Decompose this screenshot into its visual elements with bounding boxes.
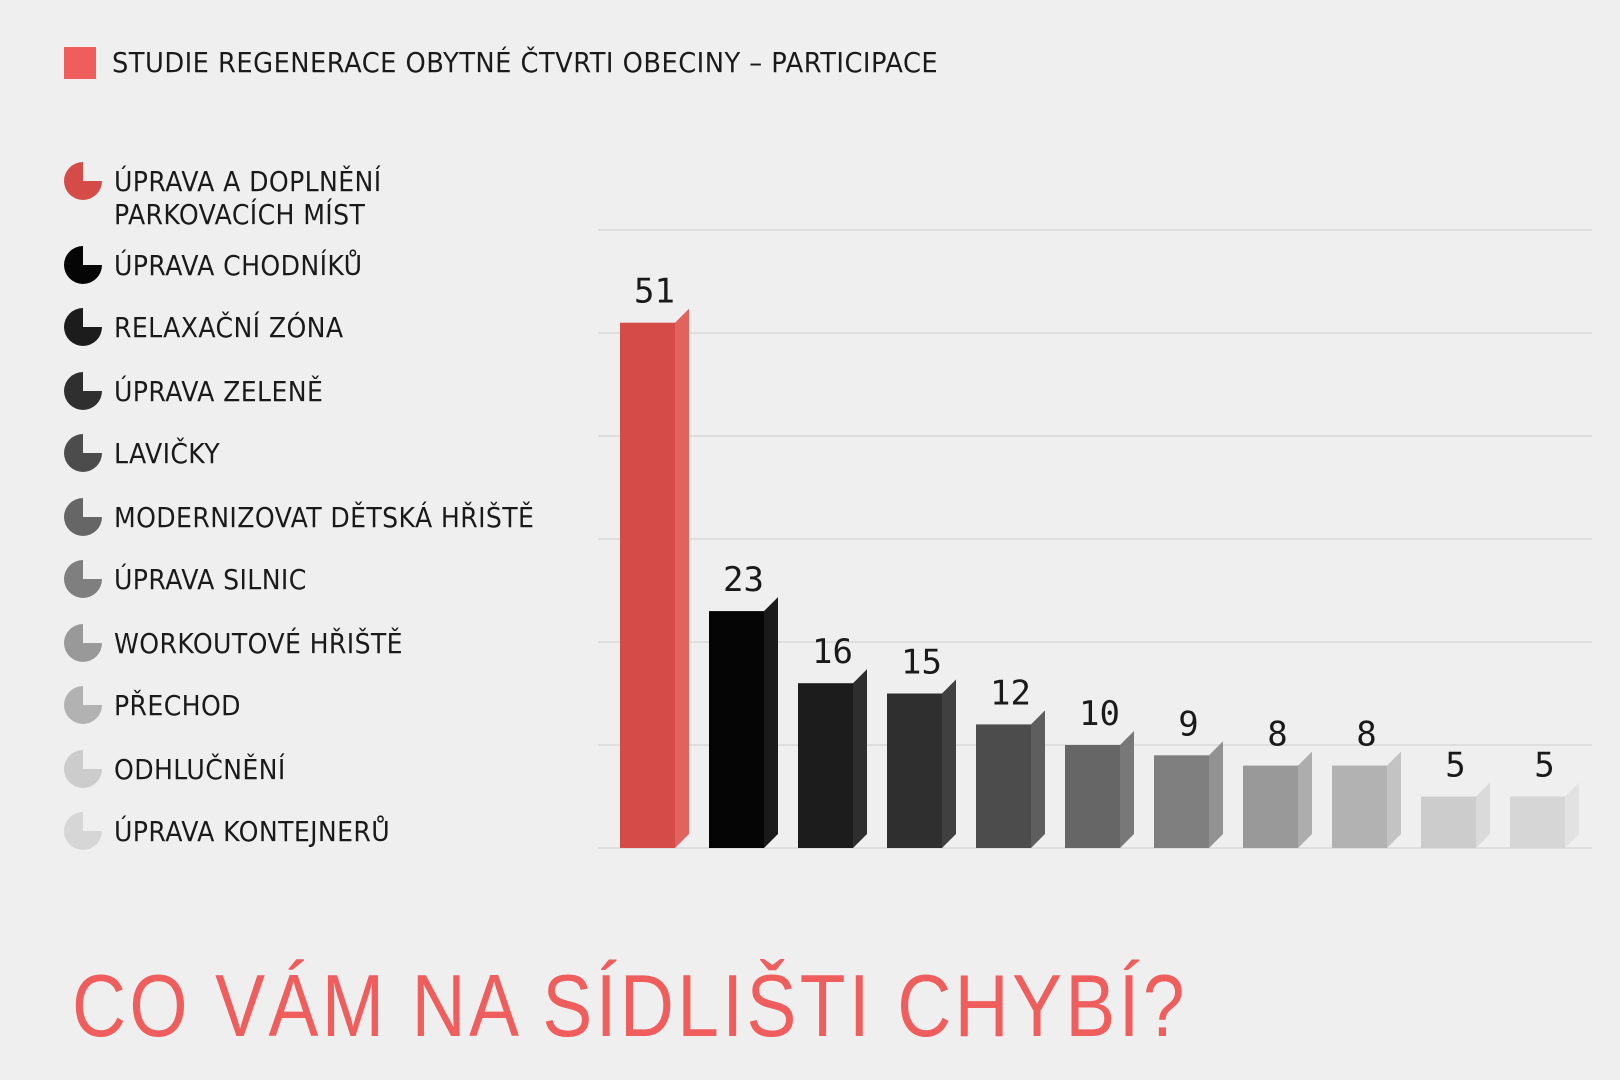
legend-item: ODHLUČNĚNÍ xyxy=(62,748,305,790)
grid-lines xyxy=(598,229,1592,849)
bar xyxy=(620,308,689,848)
legend-item: RELAXAČNÍ ZÓNA xyxy=(62,306,369,348)
pie-icon xyxy=(64,686,102,724)
bar-front xyxy=(887,693,942,848)
pie-icon xyxy=(64,812,102,850)
legend-item: ÚPRAVA ZELENĚ xyxy=(62,370,346,412)
legend-label: MODERNIZOVAT DĚTSKÁ HŘIŠTĚ xyxy=(114,501,535,534)
legend-item: LAVIČKY xyxy=(62,432,232,474)
bar xyxy=(1332,751,1401,848)
pie-icon xyxy=(64,498,102,536)
data-label: 16 xyxy=(812,632,853,672)
bars xyxy=(620,308,1579,848)
legend-label: ÚPRAVA CHODNÍKŮ xyxy=(114,249,363,282)
chart-title: CO VÁM NA SÍDLIŠTI CHYBÍ? xyxy=(72,956,1188,1055)
legend-label: RELAXAČNÍ ZÓNA xyxy=(114,311,344,344)
data-label: 23 xyxy=(723,560,764,600)
chart-header: STUDIE REGENERACE OBYTNÉ ČTVRTI OBECINY … xyxy=(64,46,1010,79)
bar-side xyxy=(853,669,867,848)
legend-label: WORKOUTOVÉ HŘIŠTĚ xyxy=(114,627,403,660)
data-label: 5 xyxy=(1534,746,1554,786)
bar xyxy=(709,597,778,848)
bar xyxy=(798,669,867,848)
legend-label: LAVIČKY xyxy=(114,437,221,470)
legend-label: ÚPRAVA SILNIC xyxy=(114,563,307,596)
bar-side xyxy=(1565,782,1579,848)
bar-front xyxy=(1421,796,1476,848)
header-swatch xyxy=(64,46,96,79)
bar-side xyxy=(1387,751,1401,848)
bar xyxy=(1421,782,1490,848)
legend-item: WORKOUTOVÉ HŘIŠTĚ xyxy=(62,622,435,664)
bar xyxy=(1154,741,1223,848)
legend-item: ÚPRAVA SILNIC xyxy=(62,558,328,600)
pie-icon xyxy=(64,560,102,598)
data-label: 12 xyxy=(990,673,1031,713)
bar-side xyxy=(1209,741,1223,848)
bar-side xyxy=(675,308,689,848)
bar-side xyxy=(1298,751,1312,848)
bar-front xyxy=(798,683,853,848)
bar xyxy=(1510,782,1579,848)
data-label: 8 xyxy=(1356,715,1376,755)
legend-label: ÚPRAVA ZELENĚ xyxy=(114,375,324,408)
legend-item: PŘECHOD xyxy=(62,684,255,726)
bar-front xyxy=(1154,755,1209,848)
data-label: 8 xyxy=(1267,715,1287,755)
data-label: 15 xyxy=(901,643,942,683)
bar xyxy=(1065,731,1134,848)
pie-icon xyxy=(64,162,102,200)
bar xyxy=(1243,751,1312,848)
bar-front xyxy=(976,724,1031,848)
bar-front xyxy=(620,322,675,848)
pie-icon xyxy=(64,246,102,284)
bar-side xyxy=(1031,710,1045,848)
bar-side xyxy=(764,597,778,848)
pie-icon xyxy=(64,308,102,346)
data-label: 5 xyxy=(1445,746,1465,786)
bar xyxy=(976,710,1045,848)
legend-label: PŘECHOD xyxy=(114,689,241,722)
data-labels: 51 23 16 15 12 10 9 8 8 5 5 xyxy=(634,272,1555,786)
data-label: 9 xyxy=(1178,704,1198,744)
bar-front xyxy=(709,611,764,848)
bar-front xyxy=(1243,765,1298,848)
header-title: STUDIE REGENERACE OBYTNÉ ČTVRTI OBECINY … xyxy=(112,46,939,79)
bar-side xyxy=(1476,782,1490,848)
bar-front xyxy=(1510,796,1565,848)
legend-item: ÚPRAVA KONTEJNERŮ xyxy=(62,810,421,852)
bar-side xyxy=(1120,731,1134,848)
legend-item: ÚPRAVA A DOPLNĚNÍ PARKOVACÍCH MÍST xyxy=(62,160,411,231)
bar-front xyxy=(1332,765,1387,848)
legend-label: ÚPRAVA A DOPLNĚNÍ PARKOVACÍCH MÍST xyxy=(114,165,382,231)
data-label: 10 xyxy=(1079,694,1120,734)
pie-icon xyxy=(64,434,102,472)
pie-icon xyxy=(64,372,102,410)
legend-label: ÚPRAVA KONTEJNERŮ xyxy=(114,815,391,848)
bar-front xyxy=(1065,745,1120,848)
legend-item: ÚPRAVA CHODNÍKŮ xyxy=(62,244,390,286)
pie-icon xyxy=(64,624,102,662)
data-label: 51 xyxy=(634,272,675,312)
legend-item: MODERNIZOVAT DĚTSKÁ HŘIŠTĚ xyxy=(62,496,581,538)
bar xyxy=(887,679,956,848)
pie-icon xyxy=(64,750,102,788)
legend-label: ODHLUČNĚNÍ xyxy=(114,753,286,786)
bar-side xyxy=(942,679,956,848)
